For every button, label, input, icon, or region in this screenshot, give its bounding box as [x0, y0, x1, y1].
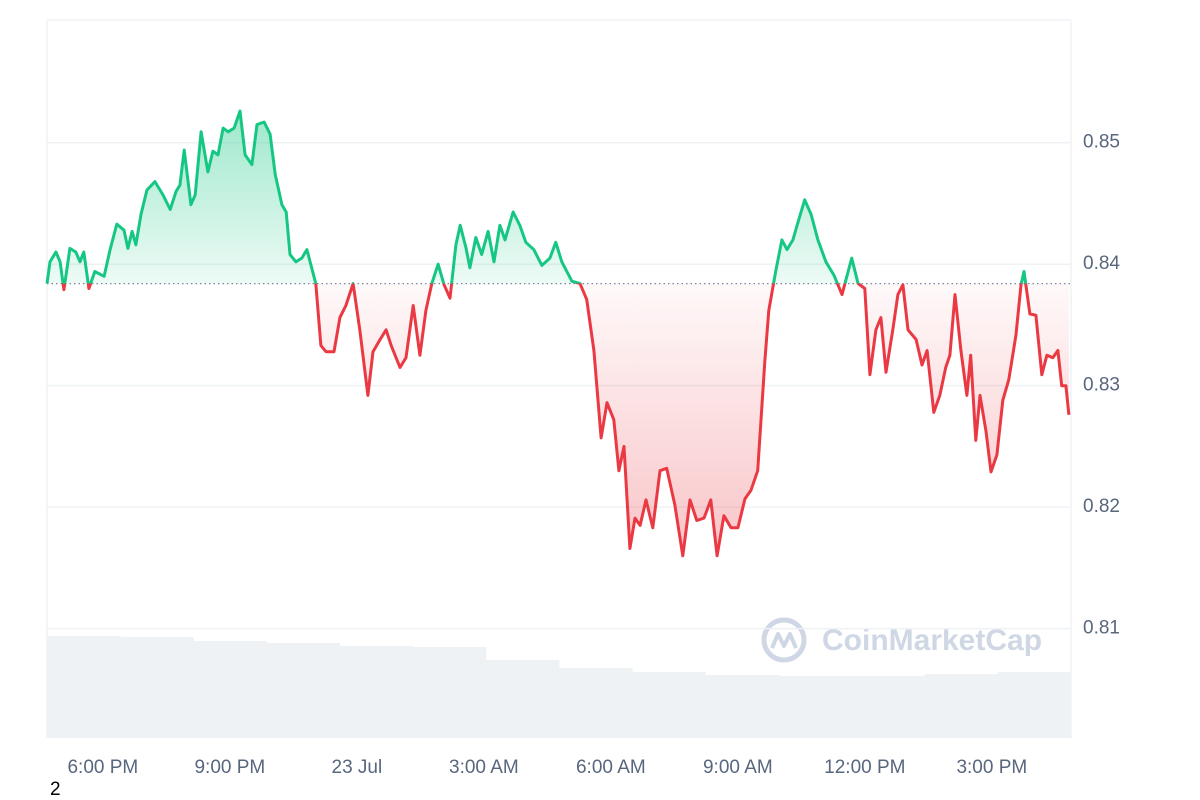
volume-bar	[120, 637, 194, 738]
volume-bar	[997, 672, 1072, 738]
volume-bar	[924, 674, 999, 738]
volume-bars	[47, 636, 1072, 738]
footnote: 2	[50, 779, 61, 800]
y-tick-label: 0.81	[1083, 618, 1120, 639]
volume-bar	[339, 646, 414, 738]
x-tick-label: 6:00 AM	[576, 757, 646, 778]
volume-bar	[47, 636, 121, 738]
volume-bar	[632, 672, 706, 738]
x-tick-label: 9:00 PM	[194, 757, 265, 778]
volume-bar	[851, 676, 926, 738]
x-tick-label: 9:00 AM	[703, 757, 773, 778]
volume-bar	[193, 641, 267, 738]
volume-bar	[412, 647, 487, 738]
price-area	[47, 111, 1069, 556]
volume-bar	[559, 668, 633, 738]
volume-bar	[778, 676, 853, 738]
y-tick-label: 0.82	[1083, 496, 1120, 517]
x-tick-label: 12:00 PM	[824, 757, 905, 778]
y-tick-label: 0.84	[1083, 253, 1120, 274]
x-tick-label: 6:00 PM	[67, 757, 138, 778]
watermark: CoinMarketCap	[761, 617, 1042, 663]
watermark-text: CoinMarketCap	[822, 624, 1042, 657]
y-tick-label: 0.83	[1083, 375, 1120, 396]
x-tick-label: 3:00 AM	[449, 757, 519, 778]
volume-bar	[705, 675, 779, 738]
x-tick-label: 23 Jul	[332, 757, 383, 778]
y-tick-label: 0.85	[1083, 132, 1120, 153]
volume-bar	[266, 643, 341, 738]
x-tick-label: 3:00 PM	[956, 757, 1027, 778]
volume-bar	[485, 660, 560, 738]
price-line	[45, 109, 1071, 558]
